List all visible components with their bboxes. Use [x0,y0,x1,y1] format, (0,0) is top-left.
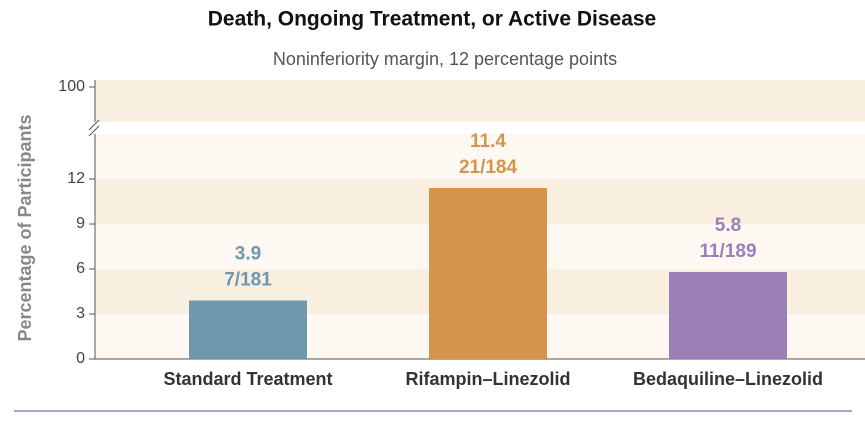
y-tick-label: 100 [58,78,85,95]
background-band [95,80,865,122]
bar [189,300,307,359]
y-tick-label: 3 [76,305,85,322]
axis-break [88,125,100,137]
y-tick-label: 0 [76,350,85,367]
count-label: 21/184 [459,157,518,178]
x-tick-label: Standard Treatment [163,369,332,389]
chart-title: Death, Ongoing Treatment, or Active Dise… [208,8,657,31]
y-tick-label: 12 [67,170,85,187]
bar [669,272,787,359]
y-tick-label: 9 [76,215,85,232]
count-label: 11/189 [699,241,756,262]
y-tick-label: 6 [76,260,85,277]
bar [429,188,547,359]
chart-subtitle: Noninferiority margin, 12 percentage poi… [273,49,617,69]
x-tick-label: Rifampin–Linezolid [405,369,570,389]
value-label: 11.4 [470,131,506,152]
axis-break [88,119,100,131]
count-label: 7/181 [224,270,272,291]
x-tick-label: Bedaquiline–Linezolid [633,369,823,389]
y-axis-label: Percentage of Participants [15,114,35,341]
background-band [95,134,865,179]
value-label: 5.8 [715,215,741,236]
value-label: 3.9 [235,244,261,265]
